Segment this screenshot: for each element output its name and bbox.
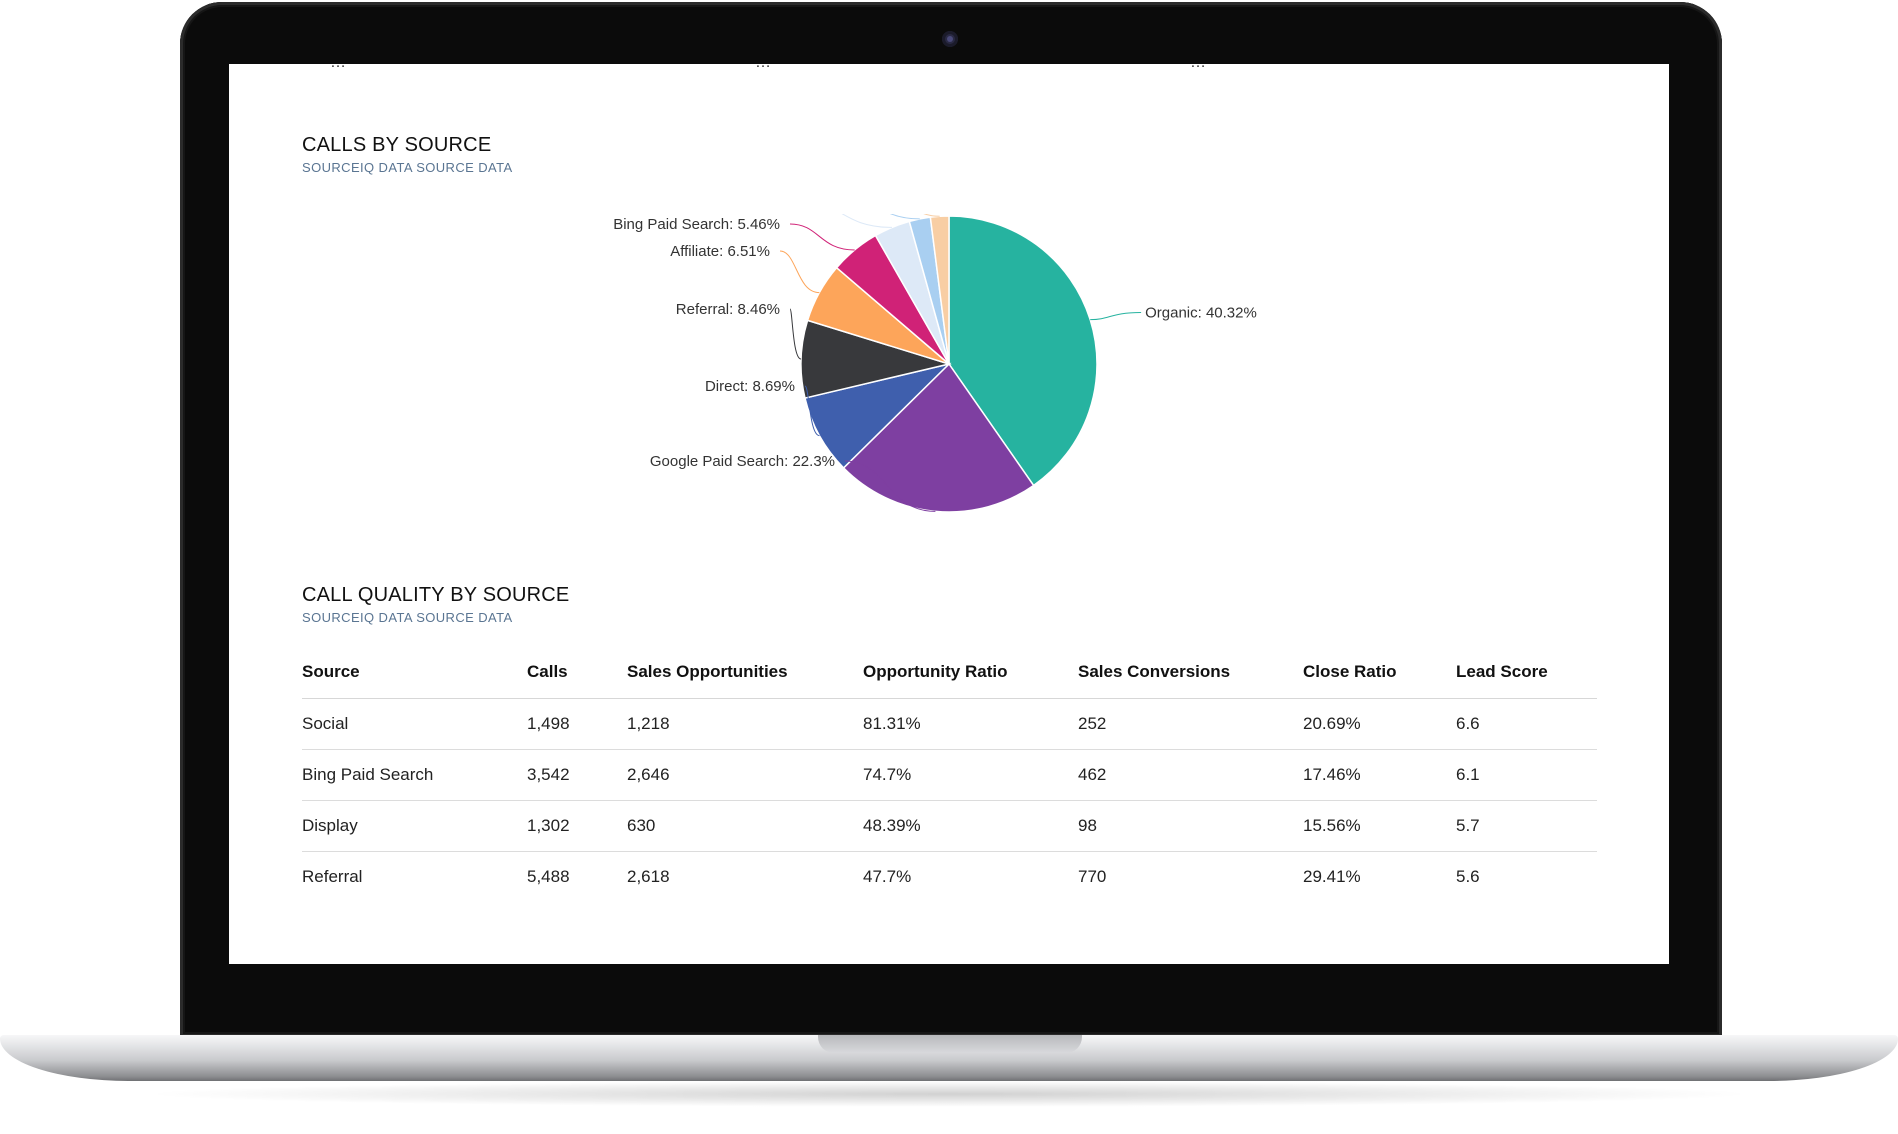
cell-sales-conversions: 462 [1078, 749, 1303, 801]
cell-sales-opportunities: 2,646 [627, 749, 863, 801]
dashboard-screen: … … … CALLS BY SOURCE SOURCEIQ DATA SOUR… [229, 64, 1669, 964]
pie-leader-line [1090, 311, 1142, 321]
pie-leader-line [779, 250, 820, 294]
pie-label-referral: Referral: 8.46% [676, 301, 780, 318]
column-header-lead-score[interactable]: Lead Score [1456, 646, 1597, 699]
laptop-lid-notch [818, 1035, 1082, 1053]
cell-opportunity-ratio: 47.7% [863, 867, 912, 886]
column-header-close-ratio[interactable]: Close Ratio [1303, 646, 1456, 699]
calls-by-source-subtitle: SOURCEIQ DATA SOURCE DATA [302, 160, 513, 175]
pie-slice-google-paid-search[interactable] [842, 362, 1035, 513]
calls-by-source-pie-chart: Organic: 40.32% Google Paid Search: 22.3%… [613, 214, 1257, 513]
call-quality-subtitle: SOURCEIQ DATA SOURCE DATA [302, 610, 513, 625]
cell-close-ratio: 17.46% [1303, 749, 1456, 801]
cell-source: Referral [302, 867, 363, 886]
cell-close-ratio: 15.56% [1303, 800, 1456, 852]
cell-opportunity-ratio: 74.7% [863, 749, 1078, 801]
pie-label-organic: Organic: 40.32% [1145, 304, 1257, 321]
table-row: Display 1,302 630 48.39% 98 15.56% 5.7 [302, 800, 1597, 852]
cell-source: Bing Paid Search [302, 749, 527, 801]
pie-label-bing-paid-search: Bing Paid Search: 5.46% [613, 216, 780, 233]
table-row: Referral 5,488 2,618 47.7% 770 29.41% 5.… [302, 852, 1597, 903]
cut-off-text: … [1190, 64, 1206, 72]
cell-sales-opportunities: 1,218 [627, 698, 863, 750]
cell-opportunity-ratio: 48.39% [863, 800, 1078, 852]
pie-leader-line [844, 460, 936, 512]
pie-leader-line [789, 308, 802, 360]
laptop-shadow [140, 1081, 1758, 1107]
column-header-opportunity-ratio[interactable]: Opportunity Ratio [863, 646, 1078, 699]
cell-source: Social [302, 698, 527, 750]
cell-lead-score: 5.6 [1456, 867, 1480, 886]
call-quality-table: Source Calls Sales Opportunities Opportu… [302, 646, 1597, 902]
cell-lead-score: 6.6 [1456, 698, 1597, 750]
column-header-sales-conversions[interactable]: Sales Conversions [1078, 646, 1303, 699]
table-header-row: Source Calls Sales Opportunities Opportu… [302, 646, 1597, 699]
column-header-source[interactable]: Source [302, 646, 527, 699]
cell-sales-opportunities: 630 [627, 800, 863, 852]
cut-off-text: … [755, 64, 771, 72]
cell-sales-conversions: 252 [1078, 698, 1303, 750]
cell-close-ratio: 20.69% [1303, 698, 1456, 750]
cell-calls: 3,542 [527, 749, 627, 801]
cut-off-text: … [330, 64, 346, 72]
camera-icon [942, 31, 958, 47]
pie-leader-line [890, 214, 920, 220]
cell-source: Display [302, 800, 527, 852]
cell-calls: 1,498 [527, 698, 627, 750]
cell-calls: 1,302 [527, 800, 627, 852]
cell-sales-conversions: 770 [1078, 867, 1107, 886]
column-header-sales-opportunities[interactable]: Sales Opportunities [627, 646, 863, 699]
table-row: Social 1,498 1,218 81.31% 252 20.69% 6.6 [302, 698, 1597, 750]
pie-label-affiliate: Affiliate: 6.51% [670, 243, 770, 260]
pie-leader-line [789, 223, 855, 251]
pie-label-google-paid-search: Google Paid Search: 22.3% [650, 453, 835, 470]
pie-slice-organic[interactable] [948, 215, 1098, 487]
pie-leader-line [804, 385, 820, 437]
call-quality-title: CALL QUALITY BY SOURCE [302, 584, 570, 606]
cell-sales-conversions: 98 [1078, 800, 1303, 852]
calls-by-source-title: CALLS BY SOURCE [302, 134, 492, 156]
cell-sales-opportunities: 2,618 [627, 867, 670, 886]
pie-label-direct: Direct: 8.69% [705, 378, 795, 395]
cell-lead-score: 5.7 [1456, 800, 1597, 852]
cell-close-ratio: 29.41% [1303, 867, 1361, 886]
cell-opportunity-ratio: 81.31% [863, 698, 1078, 750]
cell-calls: 5,488 [527, 867, 570, 886]
table-row: Bing Paid Search 3,542 2,646 74.7% 462 1… [302, 749, 1597, 801]
pie-leader-line [841, 214, 892, 228]
cell-lead-score: 6.1 [1456, 749, 1597, 801]
column-header-calls[interactable]: Calls [527, 646, 627, 699]
